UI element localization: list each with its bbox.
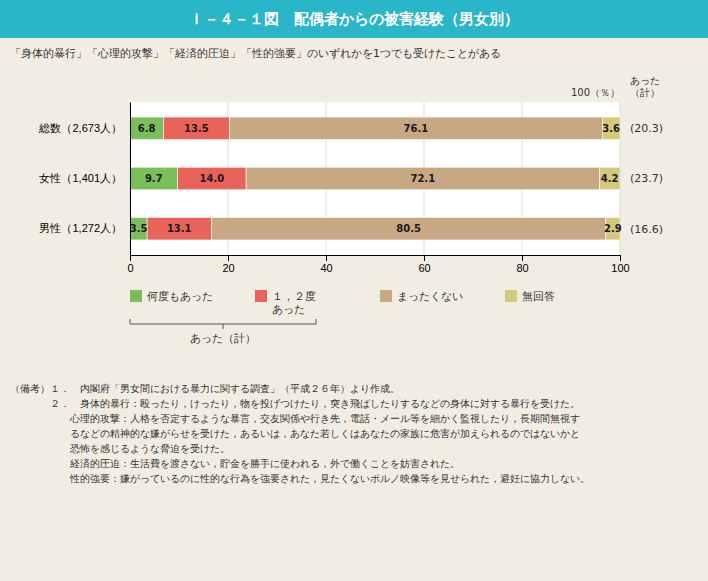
bar <box>602 117 620 140</box>
x-tick: 60 <box>418 255 430 274</box>
plot-background <box>130 102 620 255</box>
legend-item: １，２度あった <box>255 290 316 316</box>
x-tick-label: 40 <box>320 262 332 274</box>
x-tick: 100 <box>611 255 629 274</box>
text-line: 無回答 <box>522 290 555 303</box>
note: 心理的攻撃：人格を否定するような暴言，交友関係や行き先，電話・メール等を細かく監… <box>10 413 580 424</box>
x-tick-mark <box>522 255 523 261</box>
bar <box>229 117 602 140</box>
notes: （備考）１． 内閣府「男女間における暴力に関する調査」（平成２６年）より作成。 … <box>10 383 590 484</box>
legend-swatch <box>505 290 517 302</box>
x-tick-label: 20 <box>222 262 234 274</box>
totals-header: あった（計） <box>630 75 660 98</box>
bar <box>211 217 605 240</box>
title-bar <box>0 0 708 38</box>
unit-label: 100（％） <box>571 87 620 98</box>
total-label: (20.3) <box>630 122 663 135</box>
text-line: （計） <box>630 87 660 98</box>
title: Ｉ－４－１図 配偶者からの被害経験（男女別） <box>189 10 519 28</box>
x-axis-line <box>131 256 621 262</box>
bars <box>130 117 620 240</box>
text-line: 何度もあった <box>147 290 213 303</box>
legend: 何度もあった １，２度あった まったくない 無回答 <box>130 290 555 316</box>
totals: (20.3) (23.7) (16.6) <box>630 122 663 235</box>
note: 経済的圧迫：生活費を渡さない，貯金を勝手に使われる，外で働くことを妨害された。 <box>10 458 460 469</box>
y-tick: 総数（2,673人） <box>38 122 122 134</box>
legend-label: 無回答 <box>522 290 555 303</box>
legend-swatch <box>255 290 267 302</box>
data-label: 9.7 <box>145 173 163 184</box>
grid <box>130 102 620 255</box>
bar <box>147 217 211 240</box>
legend-label: １，２度あった <box>272 290 316 316</box>
data-label: 3.6 <box>602 123 620 134</box>
brace <box>130 319 316 329</box>
bar <box>130 217 147 240</box>
category-label: 男性（1,272人） <box>39 222 122 234</box>
note: 恐怖を感じるような脅迫を受けた。 <box>10 443 230 454</box>
bar <box>246 167 599 190</box>
data-label: 72.1 <box>410 173 435 184</box>
brace-label: あった（計） <box>190 332 256 345</box>
note: 性的強要：嫌がっているのに性的な行為を強要された，見たくないポルノ映像等を見せら… <box>10 473 590 484</box>
bar <box>178 167 247 190</box>
data-label: 3.5 <box>130 223 148 234</box>
text-line: あった <box>272 303 305 316</box>
x-axis: 0 20 40 60 80 100 <box>127 255 629 274</box>
data-label: 2.9 <box>604 223 622 234</box>
x-tick-mark <box>424 255 425 261</box>
background <box>0 0 708 581</box>
y-axis-line <box>130 103 131 256</box>
subtitle: 「身体的暴行」「心理的攻撃」「経済的圧迫」「性的強要」のいずれかを1つでも受けた… <box>10 47 501 60</box>
legend-item: 何度もあった <box>130 290 213 303</box>
x-tick-mark <box>130 255 131 261</box>
bar <box>163 117 229 140</box>
x-tick-label: 0 <box>127 262 133 274</box>
category-label: 総数（2,673人） <box>38 122 122 134</box>
x-tick-mark <box>228 255 229 261</box>
legend-label: まったくない <box>397 290 463 303</box>
y-axis: 総数（2,673人） 女性（1,401人） 男性（1,272人） <box>38 103 130 256</box>
x-tick: 20 <box>222 255 234 274</box>
category-label: 女性（1,401人） <box>39 172 122 184</box>
chart: Ｉ－４－１図 配偶者からの被害経験（男女別） 「身体的暴行」「心理的攻撃」「経済的… <box>0 0 708 581</box>
total-label: (23.7) <box>630 172 663 185</box>
data-label: 4.2 <box>601 173 619 184</box>
y-tick: 男性（1,272人） <box>39 222 122 234</box>
x-tick: 40 <box>320 255 332 274</box>
data-label: 14.0 <box>199 173 224 184</box>
note: るなどの精神的な嫌がらせを受けた，あるいは，あなた若しくはあなたの家族に危害が加… <box>10 428 580 439</box>
series <box>211 117 605 240</box>
y-tick: 女性（1,401人） <box>39 172 122 184</box>
total-label: (16.6) <box>630 223 663 236</box>
text-line: まったくない <box>397 290 463 303</box>
note: （備考）１． 内閣府「男女間における暴力に関する調査」（平成２６年）より作成。 <box>10 383 400 394</box>
legend-swatch <box>130 290 142 302</box>
x-tick-label: 100 <box>611 262 629 274</box>
note: ２． 身体的暴行：殴ったり，けったり，物を投げつけたり，突き飛ばしたりするなどの… <box>10 398 580 409</box>
data-label: 6.8 <box>138 123 156 134</box>
legend-swatch <box>380 290 392 302</box>
x-tick-label: 80 <box>516 262 528 274</box>
x-tick-mark <box>326 255 327 261</box>
legend-item: まったくない <box>380 290 463 303</box>
x-tick: 80 <box>516 255 528 274</box>
x-tick: 0 <box>127 255 133 274</box>
text-line: あった <box>630 75 660 86</box>
bar <box>130 117 163 140</box>
legend-label: 何度もあった <box>147 290 213 303</box>
legend-item: 無回答 <box>505 290 555 303</box>
series <box>599 117 620 240</box>
data-labels: 6.8 9.7 3.5 13.5 14.0 13.1 76.1 72.1 80.5 3.6 4.2 2… <box>130 123 622 234</box>
data-label: 13.5 <box>184 123 209 134</box>
data-label: 13.1 <box>167 223 192 234</box>
text-line: １，２度 <box>272 290 316 303</box>
data-label: 76.1 <box>404 123 429 134</box>
x-tick-mark <box>620 255 621 261</box>
bar <box>130 167 178 190</box>
data-label: 80.5 <box>396 223 421 234</box>
x-tick-label: 60 <box>418 262 430 274</box>
bar <box>599 167 620 190</box>
